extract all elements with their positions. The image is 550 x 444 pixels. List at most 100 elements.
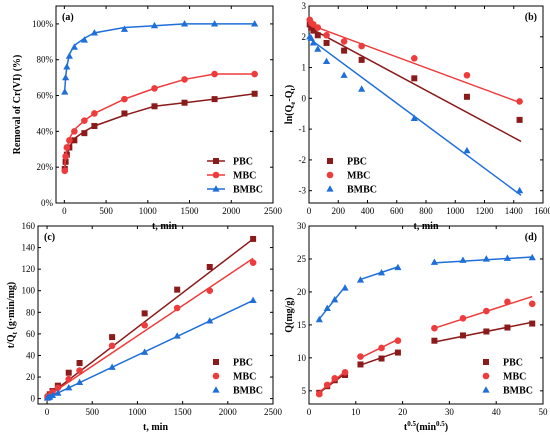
series-bmbc — [43, 296, 257, 401]
data-point — [504, 324, 511, 331]
y-tick-label: -3 — [299, 186, 307, 196]
y-tick-label: 140 — [22, 243, 36, 253]
x-tick-label: 0 — [62, 206, 67, 216]
legend: PBC MBC BMBC — [207, 157, 263, 196]
data-point — [54, 389, 62, 396]
legend-marker — [212, 185, 220, 192]
x-tick-label: 1000 — [128, 407, 147, 417]
data-point — [358, 42, 365, 50]
y-tick-label: 60 — [26, 329, 36, 339]
x-tick-label: 1400 — [505, 206, 524, 216]
x-tick-label: 2500 — [264, 206, 283, 216]
x-tick-label: 1200 — [476, 206, 495, 216]
y-tick-label: 120 — [22, 264, 36, 274]
fit-line — [360, 266, 399, 281]
data-point — [503, 254, 512, 261]
data-point — [75, 378, 84, 386]
x-tick-label: 500 — [99, 206, 113, 216]
data-point — [516, 186, 524, 194]
x-tick-label: 20 — [398, 407, 408, 417]
x-axis-label: t, min — [143, 422, 168, 433]
data-point — [340, 38, 348, 45]
data-point — [315, 390, 323, 398]
fit-line — [308, 26, 522, 143]
y-axis-label: Removal of Cr(VI) (%) — [12, 55, 23, 155]
legend-entry: PBC — [347, 157, 367, 168]
fit-line — [318, 286, 346, 320]
y-tick-label: 3 — [302, 1, 307, 11]
data-point — [65, 369, 72, 376]
fit-line — [64, 73, 255, 168]
x-tick-label: 2500 — [264, 407, 283, 417]
data-point — [504, 298, 511, 306]
legend: PBC MBC BMBC — [212, 358, 263, 397]
x-tick-label: 1500 — [174, 407, 193, 417]
y-tick-label: 20 — [26, 372, 36, 382]
legend-marker — [482, 386, 490, 393]
data-point — [141, 310, 148, 317]
data-point — [180, 20, 189, 27]
x-tick-label: 600 — [390, 206, 404, 216]
x-tick-label: 1000 — [139, 206, 158, 216]
legend-entry: MBC — [347, 171, 370, 182]
data-point — [323, 31, 330, 39]
data-point — [63, 144, 71, 151]
data-point — [323, 39, 330, 46]
data-point — [80, 36, 88, 43]
data-point — [121, 110, 128, 117]
fit-line — [64, 93, 255, 171]
data-point — [322, 57, 331, 65]
data-point — [341, 284, 349, 291]
y-tick-label: 0 — [31, 394, 36, 404]
data-point — [91, 110, 98, 117]
data-point — [211, 70, 218, 78]
legend-entry: MBC — [233, 171, 256, 182]
x-axis-label: t0.5(min0.5) — [404, 420, 448, 433]
y-tick-label: -2 — [299, 155, 307, 165]
data-point — [181, 99, 188, 106]
data-point — [90, 29, 98, 36]
panel-label: (c) — [44, 232, 55, 243]
panel-d: 0 10 20 30 40 50 5 10 15 20 25 30 (d) t0.5(min0.5) Q(m… — [284, 221, 548, 433]
y-tick-label: 40% — [37, 126, 54, 136]
data-point — [81, 117, 88, 124]
data-point — [394, 349, 401, 356]
data-point — [323, 304, 331, 312]
data-point — [91, 122, 98, 129]
data-point — [528, 300, 536, 308]
data-point — [331, 296, 339, 303]
x-tick-label: 1500 — [181, 206, 200, 216]
legend-marker — [213, 158, 219, 164]
data-point — [431, 324, 438, 332]
series-mbc — [306, 16, 523, 105]
data-point — [358, 56, 365, 63]
y-tick-label: 5 — [302, 386, 307, 396]
data-point — [48, 391, 57, 398]
series-mbc — [44, 257, 257, 401]
data-point — [76, 360, 83, 367]
data-point — [430, 258, 439, 265]
data-point — [529, 320, 536, 327]
x-tick-label: 0 — [307, 407, 312, 417]
data-point — [307, 34, 315, 41]
y-tick-label: 60% — [37, 91, 54, 101]
y-tick-label: 20% — [37, 162, 54, 172]
series-pbc — [306, 21, 523, 143]
data-point — [516, 98, 523, 105]
y-tick-label: 10 — [297, 353, 307, 363]
y-tick-label: 80 — [26, 307, 36, 317]
legend-entry: MBC — [503, 372, 526, 383]
y-tick-label: -1 — [299, 124, 307, 134]
legend-entry: BMBC — [233, 185, 263, 196]
series-bmbc — [315, 253, 536, 323]
x-tick-label: 1600 — [534, 206, 550, 216]
data-point — [120, 25, 129, 32]
data-point — [66, 137, 73, 144]
data-point — [314, 32, 321, 39]
x-tick-label: 30 — [445, 407, 455, 417]
legend-entry: MBC — [233, 372, 256, 383]
data-point — [206, 287, 214, 295]
panel-label: (a) — [62, 12, 74, 23]
x-tick-label: 40 — [492, 407, 502, 417]
y-tick-label: 1 — [302, 63, 307, 73]
